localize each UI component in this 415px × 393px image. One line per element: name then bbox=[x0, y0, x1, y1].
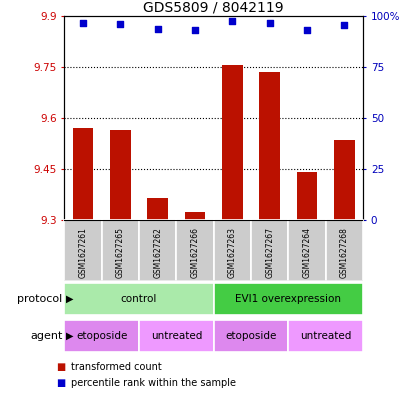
Bar bbox=[64, 220, 102, 281]
Text: transformed count: transformed count bbox=[71, 362, 161, 373]
Bar bbox=[214, 320, 288, 352]
Bar bbox=[185, 211, 205, 220]
Point bbox=[154, 26, 161, 32]
Text: control: control bbox=[121, 294, 157, 304]
Text: percentile rank within the sample: percentile rank within the sample bbox=[71, 378, 236, 388]
Text: GSM1627263: GSM1627263 bbox=[228, 227, 237, 278]
Text: GSM1627262: GSM1627262 bbox=[153, 227, 162, 278]
Point bbox=[266, 20, 273, 26]
Text: untreated: untreated bbox=[300, 331, 352, 341]
Bar bbox=[73, 128, 93, 220]
Text: ▶: ▶ bbox=[66, 331, 74, 341]
Bar bbox=[64, 283, 214, 314]
Text: ■: ■ bbox=[56, 362, 65, 373]
Bar bbox=[326, 220, 363, 281]
Bar bbox=[176, 220, 214, 281]
Text: GSM1627264: GSM1627264 bbox=[303, 227, 312, 278]
Text: agent: agent bbox=[30, 331, 62, 341]
Text: GSM1627268: GSM1627268 bbox=[340, 227, 349, 278]
Text: ▶: ▶ bbox=[66, 294, 74, 304]
Point bbox=[341, 22, 348, 28]
Bar bbox=[214, 220, 251, 281]
Point bbox=[304, 27, 310, 33]
Text: untreated: untreated bbox=[151, 331, 202, 341]
Bar bbox=[259, 72, 280, 220]
Text: etoposide: etoposide bbox=[76, 331, 127, 341]
Bar bbox=[297, 173, 317, 220]
Bar bbox=[139, 320, 214, 352]
Text: GSM1627265: GSM1627265 bbox=[116, 227, 125, 278]
Point bbox=[80, 20, 86, 26]
Text: EVI1 overexpression: EVI1 overexpression bbox=[235, 294, 342, 304]
Point bbox=[229, 18, 236, 24]
Point bbox=[117, 21, 124, 27]
Bar bbox=[102, 220, 139, 281]
Text: ■: ■ bbox=[56, 378, 65, 388]
Bar bbox=[64, 320, 139, 352]
Bar bbox=[334, 140, 355, 220]
Bar bbox=[214, 283, 363, 314]
Bar bbox=[288, 220, 326, 281]
Text: GSM1627266: GSM1627266 bbox=[190, 227, 200, 278]
Bar bbox=[222, 65, 243, 220]
Point bbox=[192, 27, 198, 33]
Bar bbox=[110, 130, 131, 220]
Text: GSM1627267: GSM1627267 bbox=[265, 227, 274, 278]
Bar bbox=[288, 320, 363, 352]
Text: protocol: protocol bbox=[17, 294, 62, 304]
Bar bbox=[139, 220, 176, 281]
Title: GDS5809 / 8042119: GDS5809 / 8042119 bbox=[144, 0, 284, 15]
Bar bbox=[147, 198, 168, 220]
Text: etoposide: etoposide bbox=[225, 331, 277, 341]
Text: GSM1627261: GSM1627261 bbox=[78, 227, 88, 278]
Bar bbox=[251, 220, 288, 281]
